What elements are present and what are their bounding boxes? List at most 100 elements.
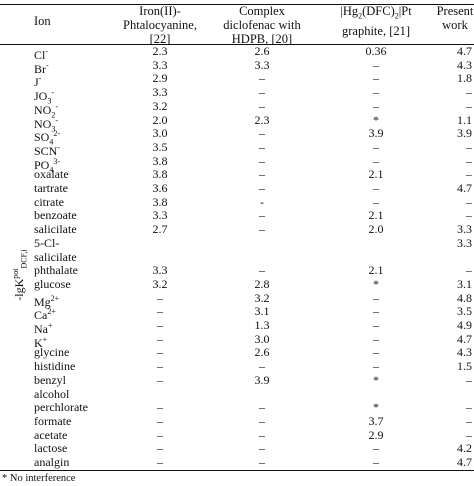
cell-value-col4: 4.7 — [457, 331, 472, 346]
cell-value-col2: 3.3 — [254, 57, 270, 72]
cell-ion: lactose — [34, 441, 68, 456]
cell-value-col2: – — [259, 441, 265, 456]
cell-value-col2: – — [259, 139, 265, 154]
cell-value-col3: – — [373, 318, 379, 332]
cell-value-col4: 4.3 — [457, 57, 472, 72]
cell-value-col3: – — [373, 194, 379, 209]
cell-ion: Cl- — [34, 47, 49, 62]
cell-value-col3: – — [373, 57, 379, 72]
cell-value-col4: – — [466, 139, 472, 154]
cell-value-col2: 3.2 — [254, 290, 270, 305]
table-top-rule — [0, 4, 474, 5]
table-row: tartrate 3.6 – – 4.7 — [0, 181, 474, 196]
cell-value-col3: – — [373, 71, 379, 86]
cell-value-col4: – — [466, 208, 472, 223]
cell-value-col1: 3.3 — [152, 263, 168, 278]
table-row: phthalate 3.3 – 2.1 – — [0, 263, 474, 278]
cell-value-col3: – — [373, 290, 379, 305]
cell-value-col3: – — [373, 455, 379, 469]
cell-value-col4: 3.9 — [457, 126, 472, 141]
table-row: K+ – 3.0 – 4.7 — [0, 331, 474, 349]
cell-value-col1: 3.3 — [152, 85, 168, 100]
cell-value-col3: 2.9 — [368, 427, 384, 442]
cell-value-col1: 3.8 — [152, 194, 168, 209]
cell-value-col2: – — [259, 413, 265, 428]
cell-value-col4: 4.9 — [457, 318, 472, 332]
cell-value-col3: 3.9 — [368, 126, 384, 141]
cell-value-col3: – — [373, 441, 379, 456]
cell-value-col1: – — [157, 359, 163, 374]
cell-value-col4: 4.7 — [457, 455, 472, 469]
cell-ion: Ca2+ — [34, 307, 56, 323]
cell-value-col4: – — [466, 153, 472, 168]
table-row: J- 2.9 – – 1.8 — [0, 71, 474, 89]
cell-value-col3: 0.36 — [365, 44, 387, 58]
cell-value-col2: – — [259, 98, 265, 113]
cell-value-col3: * — [373, 276, 379, 291]
table-row: alcohol — [0, 387, 474, 402]
cell-value-col4: 4.8 — [457, 290, 472, 305]
footnote: * No interference — [2, 473, 76, 484]
cell-ion: oxalate — [34, 167, 69, 182]
cell-ion: Na+ — [34, 321, 53, 336]
cell-ion: perchlorate — [34, 400, 88, 415]
cell-value-col2: 3.9 — [254, 372, 270, 387]
table-row: JO3- 3.3 – – – — [0, 85, 474, 105]
table-row: Mg2+ – 3.2 – 4.8 — [0, 290, 474, 308]
table-row: benzoate 3.3 – 2.1 – — [0, 209, 474, 223]
cell-value-col3: – — [373, 139, 379, 154]
cell-value-col3: – — [373, 98, 379, 113]
cell-value-col1: – — [157, 372, 163, 387]
cell-value-col2: – — [259, 427, 265, 442]
table-row: oxalate 3.8 – 2.1 – — [0, 168, 474, 182]
header-bottom-rule — [0, 44, 474, 45]
cell-value-col1: 3.3 — [152, 208, 168, 223]
table-row: acetate – – 2.9 – — [0, 427, 474, 443]
cell-value-col2: – — [259, 263, 265, 278]
table-row: SCN- 3.5 – – – — [0, 139, 474, 157]
cell-ion: glucose — [34, 276, 71, 291]
cell-ion: acetate — [34, 427, 68, 442]
cell-value-col2: 3.1 — [254, 304, 270, 319]
cell-value-col3: – — [373, 85, 379, 100]
cell-value-col2: 3.0 — [254, 331, 270, 346]
cell-value-col1: 3.6 — [152, 181, 168, 195]
cell-value-col4: 1.1 — [457, 112, 472, 127]
cell-value-col4: 3.1 — [457, 276, 472, 291]
cell-value-col3: – — [373, 304, 379, 319]
cell-ion: JO3- — [34, 88, 55, 106]
cell-value-col1: – — [157, 331, 163, 346]
cell-value-col2: 2.3 — [254, 112, 270, 127]
cell-value-col1: – — [157, 345, 163, 360]
cell-value-col2: – — [259, 126, 265, 141]
cell-value-col2: – — [259, 71, 265, 86]
cell-value-col1: 3.2 — [152, 98, 168, 113]
cell-value-col2: 2.8 — [254, 276, 270, 291]
table-row: perchlorate – – * – — [0, 400, 474, 415]
table-row: NO2- 3.2 – – – — [0, 98, 474, 119]
cell-ion: benzoate — [34, 208, 77, 223]
cell-ion: analgin — [34, 455, 70, 469]
cell-value-col2: – — [259, 208, 265, 223]
cell-value-col4: 3.3 — [457, 222, 472, 237]
cell-value-col3: * — [373, 372, 379, 387]
cell-ion: SO42- — [34, 129, 61, 147]
cell-ion: K+ — [34, 334, 48, 350]
table-row: benzyl – 3.9 * – — [0, 372, 474, 388]
cell-value-col4: – — [466, 263, 472, 278]
cell-value-col3: 2.1 — [368, 208, 384, 223]
cell-ion: SCN- — [34, 142, 61, 158]
cell-value-col1: 2.9 — [152, 71, 168, 86]
cell-ion: 5-Cl- — [34, 235, 60, 250]
cell-value-col3: 3.7 — [368, 413, 384, 428]
cell-value-col4: – — [466, 400, 472, 415]
table-row: glucose 3.2 2.8 * 3.1 — [0, 276, 474, 292]
cell-value-col2: – — [259, 455, 265, 469]
cell-value-col1: 3.0 — [152, 126, 168, 141]
cell-value-col1: – — [157, 441, 163, 456]
table-row: Na+ – 1.3 – 4.9 — [0, 318, 474, 335]
table-row: lactose – – – 4.2 — [0, 442, 474, 456]
cell-value-col4: 3.5 — [457, 304, 472, 319]
cell-value-col2: – — [259, 85, 265, 100]
cell-value-col2: 2.6 — [254, 44, 270, 58]
